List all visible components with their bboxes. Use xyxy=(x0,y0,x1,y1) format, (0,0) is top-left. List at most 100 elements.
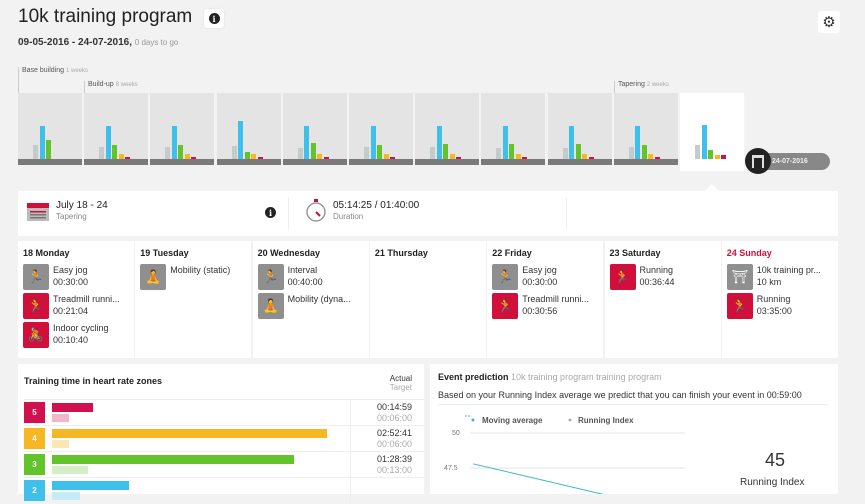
week-base xyxy=(216,159,281,165)
zone-bar xyxy=(714,155,720,159)
week-info-icon[interactable]: i xyxy=(265,207,276,218)
activity-item[interactable]: 🏃 Easy jog 00:30:00 xyxy=(492,264,598,291)
activity-item[interactable]: 🏃 Treadmill runni... 00:21:04 xyxy=(23,293,129,320)
day-card[interactable]: 20 Wednesday 🏃 Interval 00:40:00 🧘 Mobility (… xyxy=(252,241,369,358)
treadmill-icon: 🏃 xyxy=(23,293,49,319)
week-column[interactable] xyxy=(84,93,150,165)
event-prediction-title: Event prediction 10k training program tr… xyxy=(438,372,830,382)
activity-value: 00:40:00 xyxy=(287,277,323,287)
phase-base-building: Base building 1 weeks xyxy=(18,67,88,93)
activity-value: 03:35:00 xyxy=(756,306,792,316)
activity-name: Running xyxy=(756,294,791,304)
week-base xyxy=(18,159,82,165)
week-base xyxy=(613,159,678,165)
activity-value: 00:10:40 xyxy=(53,335,89,345)
actual-label: Actual xyxy=(389,374,412,383)
week-column[interactable] xyxy=(481,93,547,165)
week-column[interactable] xyxy=(680,93,745,171)
day-card[interactable]: 18 Monday 🏃 Easy jog 00:30:00 🏃 Treadmill run… xyxy=(18,241,134,358)
activity-name: Mobility (static) xyxy=(170,265,231,275)
zone-bar xyxy=(569,126,575,159)
zone-bar xyxy=(721,155,726,159)
activity-value: 00:30:00 xyxy=(53,277,89,287)
activity-item[interactable]: 🧘 Mobility (dyna... xyxy=(257,293,364,320)
program-info-button[interactable]: i xyxy=(204,9,224,28)
activity-name: 10k training pr... xyxy=(756,265,821,275)
activity-item[interactable]: ⛩ 10k training pr... 10 km xyxy=(726,264,833,291)
day-card[interactable]: 21 Thursday xyxy=(369,241,486,358)
duration-label: Duration xyxy=(333,212,364,221)
actual-bar xyxy=(52,481,129,490)
mobility-icon: 🧘 xyxy=(140,264,167,290)
activity-item[interactable]: 🧘 Mobility (static) xyxy=(140,264,246,291)
day-card[interactable]: 22 Friday 🏃 Easy jog 00:30:00 🏃 Treadmill run… xyxy=(487,241,604,358)
day-card[interactable]: 23 Saturday 🏃 Running 00:36:44 xyxy=(604,241,721,358)
run-icon: 🏃 xyxy=(492,264,519,290)
activity-name: Treadmill runni... xyxy=(53,294,120,304)
activity-item[interactable]: 🏃 Interval 00:40:00 xyxy=(257,264,364,291)
running-index-value: 45 xyxy=(765,450,786,470)
stopwatch-icon xyxy=(305,199,327,228)
day-card[interactable]: 24 Sunday ⛩ 10k training pr... 10 km 🏃 Runnin… xyxy=(721,241,838,358)
zone-bar xyxy=(695,145,700,159)
week-column[interactable] xyxy=(547,93,613,165)
zone-bar xyxy=(641,145,647,159)
zone-bar xyxy=(364,147,369,159)
week-column[interactable] xyxy=(216,93,282,165)
info-icon: i xyxy=(208,13,220,24)
actual-time: 02:52:41 xyxy=(376,428,412,438)
zone-bar xyxy=(377,145,382,159)
week-column[interactable] xyxy=(613,93,679,165)
activity-value: 00:36:44 xyxy=(639,277,675,287)
zone-bar xyxy=(238,121,244,159)
week-base xyxy=(547,159,612,165)
zone-bar xyxy=(257,157,263,159)
activity-item[interactable]: 🏃 Running 03:35:00 xyxy=(726,293,833,320)
week-column[interactable] xyxy=(18,93,83,165)
week-base xyxy=(282,159,347,165)
running-index-chart: Moving average Running Index 50 47.5 xyxy=(444,415,685,494)
week-base xyxy=(349,159,413,165)
mobility-icon: 🧘 xyxy=(257,293,284,319)
zone-bar xyxy=(118,154,124,159)
legend-moving-average: Moving average xyxy=(482,416,543,425)
finish-line-icon xyxy=(745,148,771,174)
day-card[interactable]: 19 Tuesday 🧘 Mobility (static) xyxy=(135,241,252,358)
settings-button[interactable]: ⚙ xyxy=(818,11,840,33)
activity-value: 00:30:56 xyxy=(522,306,558,316)
week-column[interactable] xyxy=(349,93,414,165)
activity-item[interactable]: 🏃 Easy jog 00:30:00 xyxy=(23,264,129,291)
week-column[interactable] xyxy=(150,93,216,165)
zone-bar xyxy=(125,157,131,159)
zone-bar xyxy=(449,154,455,159)
zone-bar xyxy=(112,145,118,159)
zone-bar xyxy=(171,126,177,159)
divider xyxy=(350,452,351,478)
zone-bar xyxy=(562,148,568,159)
zone-bar xyxy=(317,154,323,159)
calendar-icon xyxy=(27,201,49,226)
target-bar xyxy=(52,466,88,474)
hr-zones-panel: Training time in heart rate zones Actual… xyxy=(18,364,424,504)
activity-item[interactable]: 🏃 Running 00:36:44 xyxy=(609,264,716,291)
activity-name: Easy jog xyxy=(522,265,557,275)
week-column[interactable] xyxy=(282,93,348,165)
actual-bar xyxy=(52,429,327,438)
week-column[interactable] xyxy=(415,93,481,165)
legend-running-index-marker xyxy=(568,418,572,422)
zone-bar xyxy=(436,126,442,159)
activity-item[interactable]: 🚴 Indoor cycling 00:10:40 xyxy=(23,322,129,349)
zone-bar xyxy=(628,147,634,159)
activity-item[interactable]: 🏃 Treadmill runni... 00:30:56 xyxy=(492,293,598,320)
target-label: Target xyxy=(389,383,412,392)
hr-zone-row: 2 xyxy=(24,477,424,504)
activity-name: Mobility (dyna... xyxy=(287,294,351,304)
actual-bar xyxy=(52,403,94,412)
divider xyxy=(350,478,351,504)
gear-icon: ⚙ xyxy=(822,14,836,31)
run-icon: 🏃 xyxy=(726,293,753,319)
bike-icon: 🚴 xyxy=(23,322,49,348)
subtitle: 10k training program training program xyxy=(511,372,662,382)
actual-bar xyxy=(52,455,294,464)
activity-name: Treadmill runni... xyxy=(522,294,589,304)
